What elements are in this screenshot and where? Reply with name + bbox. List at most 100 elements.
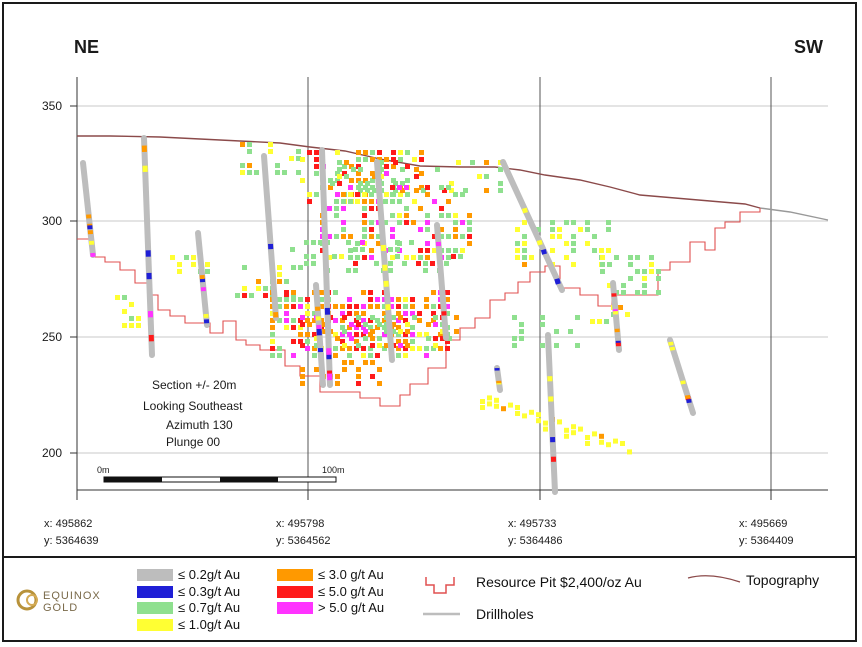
assay-block	[446, 248, 451, 253]
assay-block	[122, 309, 127, 314]
assay-block	[467, 220, 472, 225]
assay-block	[454, 329, 459, 334]
assay-block	[353, 261, 358, 266]
assay-block	[522, 413, 527, 419]
assay-block	[300, 381, 305, 386]
assay-block	[405, 192, 410, 197]
assay-block	[635, 290, 640, 295]
assay-block	[571, 430, 576, 436]
assay-block	[191, 262, 196, 267]
assay-block	[498, 188, 503, 193]
assay-block	[453, 220, 458, 225]
assay-block	[391, 157, 396, 162]
assay-block	[307, 192, 312, 197]
assay-block	[543, 426, 548, 432]
assay-block	[384, 192, 389, 197]
assay-block	[291, 353, 296, 358]
assay-block	[614, 255, 619, 260]
assay-block	[606, 227, 611, 232]
assay-block	[417, 318, 422, 323]
assay-block	[370, 343, 375, 348]
assay-block	[446, 234, 451, 239]
assay-block	[368, 325, 373, 330]
assay-block	[419, 185, 424, 190]
assay-block	[314, 150, 319, 155]
drillhole-trace	[80, 160, 96, 258]
assay-block	[337, 160, 342, 165]
assay-block	[391, 329, 396, 334]
assay-block	[438, 346, 443, 351]
assay-block	[600, 262, 605, 267]
assay-block	[564, 433, 569, 439]
assay-block	[564, 427, 569, 433]
assay-block	[298, 304, 303, 309]
assay-block	[390, 199, 395, 204]
assay-block	[340, 346, 345, 351]
assay-block	[445, 346, 450, 351]
assay-block	[277, 265, 282, 270]
assay-block	[369, 192, 374, 197]
assay-block	[607, 283, 612, 288]
assay-block	[290, 247, 295, 252]
legend-divider	[2, 556, 857, 558]
assay-block	[375, 325, 380, 330]
assay-block	[333, 304, 338, 309]
assay-block	[384, 157, 389, 162]
assay-block	[296, 170, 301, 175]
assay-block	[412, 199, 417, 204]
assay-block	[332, 254, 337, 259]
assay-block	[446, 185, 451, 190]
assay-block	[356, 157, 361, 162]
assay-block	[353, 247, 358, 252]
assay-block	[242, 265, 247, 270]
assay-block	[391, 164, 396, 169]
assay-block	[424, 332, 429, 337]
assay-block	[333, 290, 338, 295]
assay-block	[575, 315, 580, 320]
assay-block	[355, 255, 360, 260]
assay-block	[410, 346, 415, 351]
assay-block	[270, 318, 275, 323]
assay-block	[354, 311, 359, 316]
assay-block	[362, 199, 367, 204]
assay-block	[305, 346, 310, 351]
cross-section-plot: 350 300 250 200 NE SW x: 495862 y: 53646…	[42, 37, 829, 547]
assay-block	[348, 192, 353, 197]
assay-block	[628, 255, 633, 260]
assay-block	[358, 181, 363, 186]
assay-block	[333, 346, 338, 351]
assay-block	[334, 234, 339, 239]
assay-block	[327, 206, 332, 211]
assay-block	[356, 322, 361, 327]
assay-block	[571, 424, 576, 430]
assay-block	[390, 213, 395, 218]
assay-block	[425, 248, 430, 253]
assay-block	[372, 174, 377, 179]
assay-block	[321, 322, 326, 327]
assay-block	[411, 220, 416, 225]
assay-block	[355, 241, 360, 246]
assay-block	[340, 304, 345, 309]
assay-block	[337, 174, 342, 179]
assay-block	[370, 360, 375, 365]
assay-block	[304, 261, 309, 266]
assay-block	[396, 318, 401, 323]
assay-block	[291, 293, 296, 298]
assay-block	[382, 318, 387, 323]
assay-block	[319, 318, 324, 323]
assay-block	[291, 339, 296, 344]
assay-block	[348, 248, 353, 253]
drillhole-interval	[554, 278, 561, 284]
assay-block	[536, 227, 541, 232]
assay-block	[396, 311, 401, 316]
assay-block	[390, 227, 395, 232]
assay-block	[342, 171, 347, 176]
assay-block	[412, 315, 417, 320]
assay-block	[362, 227, 367, 232]
assay-block	[284, 290, 289, 295]
assay-block	[431, 304, 436, 309]
assay-block	[333, 318, 338, 323]
grade-swatch-1-0	[137, 619, 173, 631]
assay-block	[431, 318, 436, 323]
assay-block	[402, 261, 407, 266]
